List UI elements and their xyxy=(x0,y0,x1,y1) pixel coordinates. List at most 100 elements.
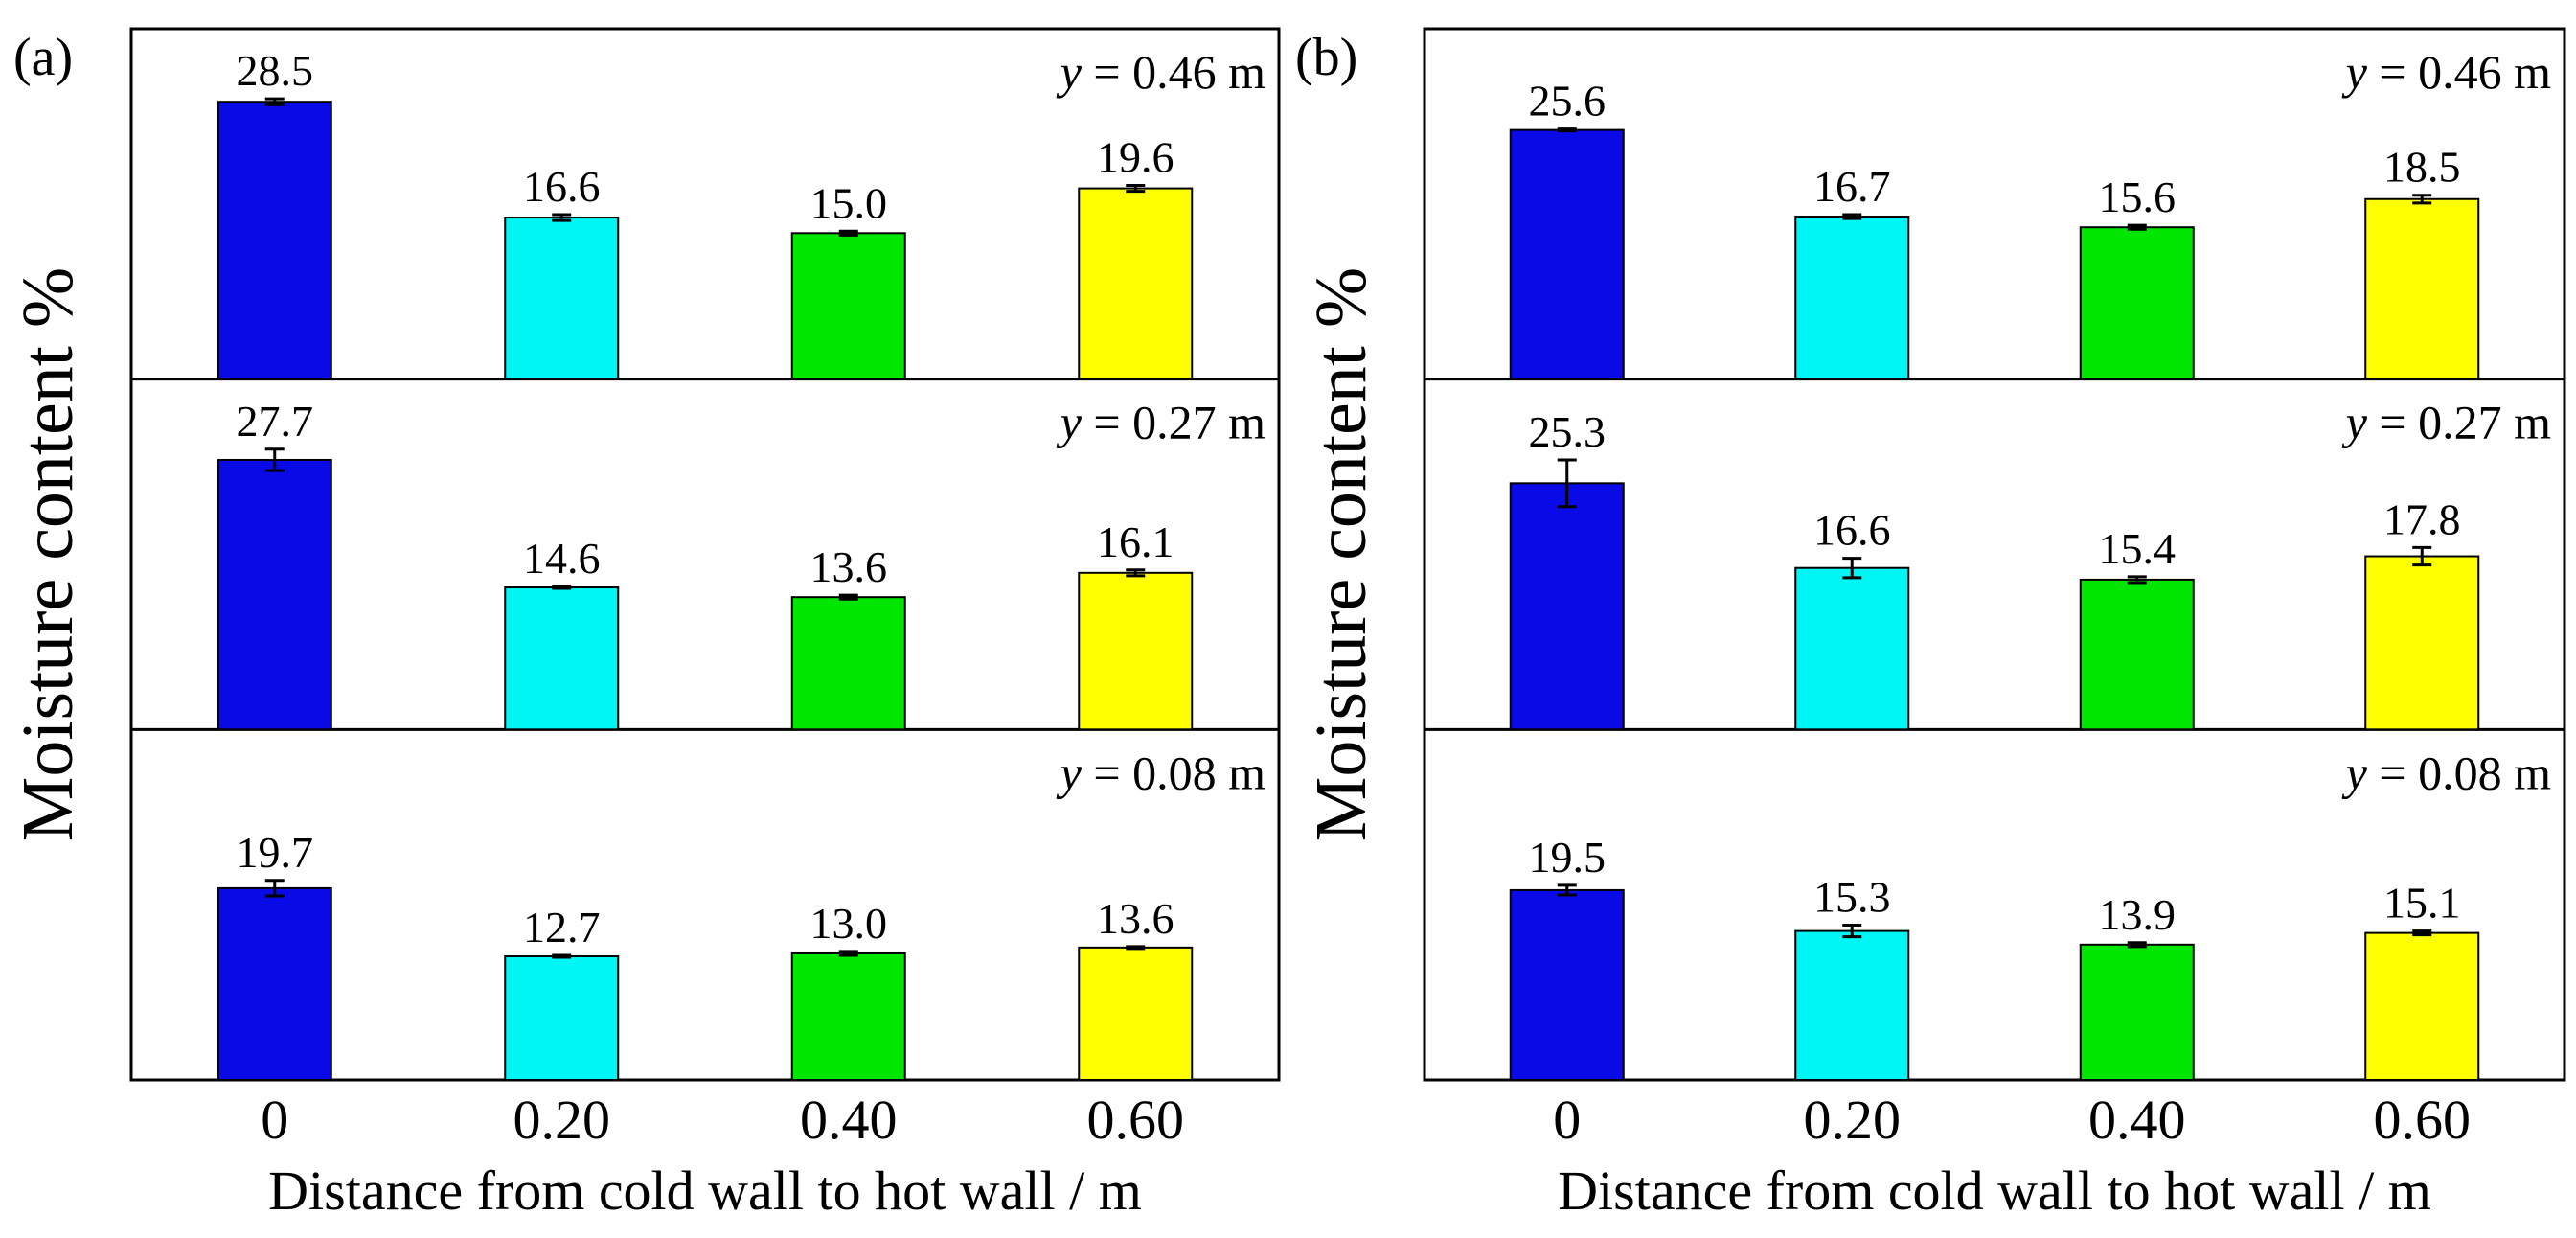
x-tick-label: 0 xyxy=(1553,1089,1581,1151)
x-tick-label: 0.40 xyxy=(800,1089,898,1151)
bar-0.60 xyxy=(2364,197,2480,380)
error-bar xyxy=(838,950,858,957)
bar-0.60 xyxy=(2364,931,2480,1082)
subplot-a-1: 28.5 16.6 15.0 19.6 y = 0.46 m xyxy=(217,45,1265,380)
bar-0 xyxy=(1509,888,1625,1081)
error-bar xyxy=(2127,575,2147,585)
data-label: 17.8 xyxy=(2383,494,2461,543)
bar-0.20 xyxy=(1794,216,1910,380)
x-tick-label: 0.20 xyxy=(513,1089,611,1151)
bar-0 xyxy=(1509,128,1625,380)
annotation-variable: y xyxy=(2341,745,2368,799)
error-bar xyxy=(552,585,572,590)
error-bar xyxy=(838,593,858,601)
error-bar xyxy=(552,953,572,959)
annotation-variable: y xyxy=(1056,745,1083,799)
bar-0.60 xyxy=(1078,187,1194,380)
error-bar xyxy=(264,97,285,106)
bar-0.20 xyxy=(504,955,620,1081)
data-label: 13.0 xyxy=(810,899,888,948)
y-axis-title: Moisture content % xyxy=(1301,267,1381,841)
bar-0.40 xyxy=(2079,226,2195,380)
subplot-b-2: 25.3 16.6 15.4 17.8 y = 0.27 m xyxy=(1509,396,2551,731)
data-label: 13.6 xyxy=(1097,894,1174,943)
error-bar xyxy=(1557,127,1577,133)
subplot-annotation: y = 0.46 m xyxy=(2341,45,2551,99)
plot-frame xyxy=(1423,27,2566,1082)
error-bar xyxy=(264,879,285,898)
error-bar xyxy=(1842,213,1862,220)
error-bar xyxy=(2412,194,2432,205)
annotation-value: = 0.27 m xyxy=(2367,396,2551,449)
error-bar xyxy=(1557,458,1577,509)
data-label: 15.4 xyxy=(2099,524,2177,573)
annotation-value: = 0.27 m xyxy=(1082,396,1265,449)
annotation-variable: y xyxy=(2341,396,2368,449)
data-label: 12.7 xyxy=(523,903,601,951)
bar-0.20 xyxy=(504,217,620,380)
annotation-value: = 0.46 m xyxy=(1082,45,1265,99)
error-bar xyxy=(2412,545,2432,567)
error-bar xyxy=(838,229,858,237)
data-label: 28.5 xyxy=(237,46,314,95)
error-bar xyxy=(1126,945,1146,951)
annotation-variable: y xyxy=(1056,396,1083,449)
error-bar xyxy=(2127,223,2147,231)
data-label: 13.9 xyxy=(2099,890,2177,939)
subplot-a-2: 27.7 14.6 13.6 16.1 y = 0.27 m xyxy=(217,396,1265,731)
data-label: 15.0 xyxy=(810,178,888,227)
error-bar xyxy=(1126,184,1146,194)
bar-0.40 xyxy=(790,232,906,380)
bar-0.20 xyxy=(1794,566,1910,731)
annotation-value: = 0.08 m xyxy=(1082,745,1265,799)
data-label: 19.5 xyxy=(1529,833,1607,882)
bar-0.20 xyxy=(504,586,620,731)
bar-0 xyxy=(217,101,332,380)
panel-a: 28.5 16.6 15.0 19.6 y = 0.46 m 27.7 14.6 13.6 16… xyxy=(8,27,1281,1222)
data-label: 19.6 xyxy=(1097,133,1174,182)
error-bar xyxy=(1842,557,1862,580)
bar-0.40 xyxy=(790,951,906,1081)
bar-0.60 xyxy=(1078,946,1194,1081)
x-tick-label: 0.40 xyxy=(2088,1089,2186,1151)
panel-label: (a) xyxy=(13,28,73,87)
bar-0.40 xyxy=(2079,578,2195,731)
bar-0 xyxy=(217,458,332,731)
bar-0 xyxy=(217,886,332,1081)
error-bar xyxy=(1842,923,1862,939)
panel-label: (b) xyxy=(1295,28,1357,87)
data-label: 19.7 xyxy=(237,828,314,877)
subplot-a-3: 19.7 12.7 13.0 13.6 y = 0.08 m xyxy=(217,745,1265,1081)
data-label: 16.6 xyxy=(1813,506,1891,555)
annotation-variable: y xyxy=(1056,45,1083,99)
error-bar xyxy=(2412,929,2432,937)
x-axis-title: Distance from cold wall to hot wall / m xyxy=(1558,1159,2431,1222)
annotation-variable: y xyxy=(2341,45,2368,99)
data-label: 15.6 xyxy=(2099,172,2177,221)
annotation-value: = 0.08 m xyxy=(2367,745,2551,799)
data-label: 13.6 xyxy=(810,542,888,591)
bar-0 xyxy=(1509,482,1625,731)
subplot-annotation: y = 0.27 m xyxy=(1056,396,1265,449)
subplot-annotation: y = 0.27 m xyxy=(2341,396,2551,449)
x-axis-title: Distance from cold wall to hot wall / m xyxy=(268,1159,1142,1222)
error-bar xyxy=(2127,941,2147,949)
data-label: 16.6 xyxy=(523,162,601,211)
bar-0.20 xyxy=(1794,929,1910,1082)
data-label: 15.3 xyxy=(1813,872,1891,921)
subplot-annotation: y = 0.08 m xyxy=(1056,745,1265,799)
data-label: 25.6 xyxy=(1529,77,1607,126)
panel-b: 25.6 16.7 15.6 18.5 y = 0.46 m 25.3 16.6 15.4 17… xyxy=(1295,27,2566,1222)
data-label: 27.7 xyxy=(237,397,314,446)
annotation-value: = 0.46 m xyxy=(2367,45,2551,99)
error-bar xyxy=(1557,883,1577,897)
error-bar xyxy=(264,447,285,472)
bar-0.60 xyxy=(2364,555,2480,731)
data-label: 14.6 xyxy=(523,534,601,583)
x-tick-label: 0.20 xyxy=(1804,1089,1902,1151)
data-label: 15.1 xyxy=(2383,879,2461,928)
subplot-b-3: 19.5 15.3 13.9 15.1 y = 0.08 m xyxy=(1509,745,2551,1082)
bar-0.40 xyxy=(2079,943,2195,1081)
bar-0.60 xyxy=(1078,571,1194,731)
